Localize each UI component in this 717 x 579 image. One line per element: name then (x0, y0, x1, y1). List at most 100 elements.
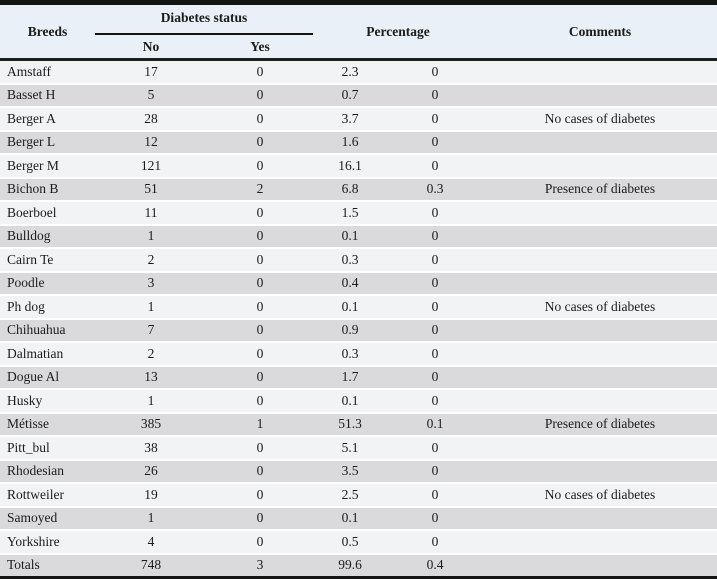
diabetes-yes-count-cell: 0 (207, 82, 313, 107)
table-body: Amstaff 17 0 2.3 0 Basset H 5 0 0.7 0 Be… (0, 58, 717, 579)
comment-cell: No cases of diabetes (483, 106, 717, 131)
breed-name-cell: Amstaff (0, 58, 95, 84)
diabetes-yes-count-cell: 0 (207, 529, 313, 554)
percentage-yes-cell: 0 (387, 58, 483, 84)
diabetes-yes-count-cell: 0 (207, 106, 313, 131)
diabetes-yes-count-cell: 0 (207, 58, 313, 84)
table-row: Rhodesian 26 0 3.5 0 (0, 458, 717, 483)
comment-cell: No cases of diabetes (483, 294, 717, 319)
table-row: Totals 748 3 99.6 0.4 (0, 552, 717, 579)
column-header-diabetes-status: Diabetes status (95, 2, 313, 35)
comment-cell (483, 388, 717, 413)
percentage-no-cell: 0.9 (313, 317, 387, 342)
diabetes-yes-count-cell: 0 (207, 341, 313, 366)
comment-cell (483, 247, 717, 272)
table-row: Yorkshire 4 0 0.5 0 (0, 529, 717, 554)
percentage-yes-cell: 0 (387, 200, 483, 225)
percentage-yes-cell: 0 (387, 364, 483, 389)
comment-cell (483, 223, 717, 248)
breed-name-cell: Métisse (0, 411, 95, 436)
percentage-no-cell: 0.1 (313, 505, 387, 530)
diabetes-no-count-cell: 2 (95, 247, 207, 272)
diabetes-yes-count-cell: 0 (207, 223, 313, 248)
percentage-yes-cell: 0 (387, 317, 483, 342)
diabetes-no-count-cell: 17 (95, 58, 207, 84)
comment-cell: No cases of diabetes (483, 482, 717, 507)
diabetes-yes-count-cell: 0 (207, 153, 313, 178)
comment-cell: Presence of diabetes (483, 411, 717, 436)
comment-cell (483, 341, 717, 366)
percentage-no-cell: 0.7 (313, 82, 387, 107)
percentage-yes-cell: 0 (387, 223, 483, 248)
breed-name-cell: Chihuahua (0, 317, 95, 342)
comment-cell (483, 200, 717, 225)
comment-cell (483, 129, 717, 154)
diabetes-no-count-cell: 7 (95, 317, 207, 342)
percentage-no-cell: 16.1 (313, 153, 387, 178)
table-row: Bulldog 1 0 0.1 0 (0, 223, 717, 248)
breed-name-cell: Basset H (0, 82, 95, 107)
comment-cell (483, 317, 717, 342)
percentage-no-cell: 2.5 (313, 482, 387, 507)
breed-name-cell: Bichon B (0, 176, 95, 201)
percentage-yes-cell: 0 (387, 106, 483, 131)
diabetes-yes-count-cell: 0 (207, 435, 313, 460)
comment-cell (483, 505, 717, 530)
diabetes-no-count-cell: 385 (95, 411, 207, 436)
column-header-breeds: Breeds (0, 2, 95, 60)
column-header-no: No (95, 34, 207, 60)
percentage-no-cell: 0.3 (313, 247, 387, 272)
comment-cell (483, 435, 717, 460)
comment-cell (483, 270, 717, 295)
table-row: Dogue Al 13 0 1.7 0 (0, 364, 717, 389)
table-row: Basset H 5 0 0.7 0 (0, 82, 717, 107)
diabetes-yes-count-cell: 0 (207, 388, 313, 413)
table-header: Breeds Diabetes status Percentage Commen… (0, 2, 717, 60)
diabetes-yes-count-cell: 0 (207, 200, 313, 225)
percentage-no-cell: 2.3 (313, 58, 387, 84)
diabetes-yes-count-cell: 0 (207, 129, 313, 154)
table-row: Berger L 12 0 1.6 0 (0, 129, 717, 154)
table-row: Métisse 385 1 51.3 0.1 Presence of diabe… (0, 411, 717, 436)
breed-name-cell: Pitt_bul (0, 435, 95, 460)
breed-name-cell: Berger M (0, 153, 95, 178)
percentage-no-cell: 0.1 (313, 388, 387, 413)
breed-name-cell: Rottweiler (0, 482, 95, 507)
diabetes-no-count-cell: 1 (95, 505, 207, 530)
table-row: Boerboel 11 0 1.5 0 (0, 200, 717, 225)
column-header-yes: Yes (207, 34, 313, 60)
table-row: Husky 1 0 0.1 0 (0, 388, 717, 413)
diabetes-no-count-cell: 4 (95, 529, 207, 554)
table-row: Pitt_bul 38 0 5.1 0 (0, 435, 717, 460)
breed-name-cell: Rhodesian (0, 458, 95, 483)
percentage-no-cell: 1.5 (313, 200, 387, 225)
table-row: Amstaff 17 0 2.3 0 (0, 58, 717, 84)
comment-cell (483, 58, 717, 84)
percentage-yes-cell: 0 (387, 482, 483, 507)
column-header-comments: Comments (483, 2, 717, 60)
comment-cell (483, 82, 717, 107)
diabetes-no-count-cell: 121 (95, 153, 207, 178)
column-header-percentage: Percentage (313, 2, 483, 60)
breed-name-cell: Boerboel (0, 200, 95, 225)
percentage-no-cell: 3.7 (313, 106, 387, 131)
percentage-yes-cell: 0 (387, 341, 483, 366)
breed-name-cell: Dogue Al (0, 364, 95, 389)
breed-name-cell: Totals (0, 552, 95, 579)
diabetes-yes-count-cell: 0 (207, 317, 313, 342)
diabetes-yes-count-cell: 3 (207, 552, 313, 579)
diabetes-yes-count-cell: 2 (207, 176, 313, 201)
diabetes-no-count-cell: 1 (95, 294, 207, 319)
breed-name-cell: Husky (0, 388, 95, 413)
diabetes-no-count-cell: 3 (95, 270, 207, 295)
percentage-yes-cell: 0 (387, 458, 483, 483)
percentage-yes-cell: 0.1 (387, 411, 483, 436)
diabetes-yes-count-cell: 0 (207, 505, 313, 530)
percentage-no-cell: 1.6 (313, 129, 387, 154)
table-row: Berger A 28 0 3.7 0 No cases of diabetes (0, 106, 717, 131)
percentage-no-cell: 0.1 (313, 223, 387, 248)
percentage-yes-cell: 0.3 (387, 176, 483, 201)
header-sub-row: No Yes (0, 34, 717, 60)
